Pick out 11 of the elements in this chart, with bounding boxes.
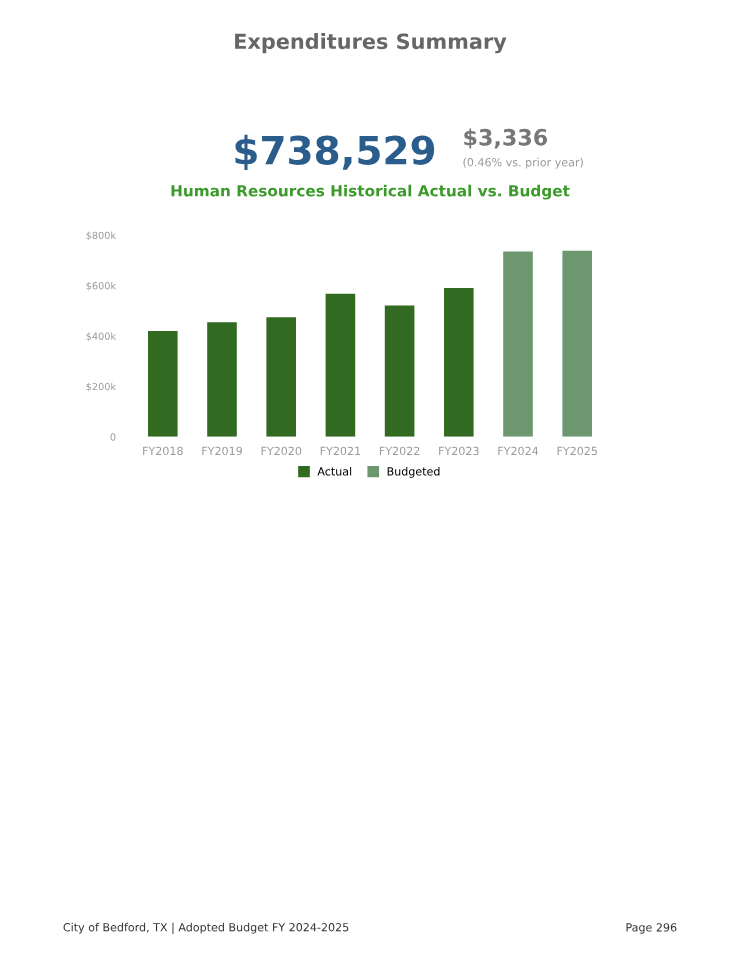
bar: [325, 293, 356, 437]
bar: [148, 330, 178, 437]
text: $738,529: [235, 134, 435, 171]
bar: [444, 288, 474, 437]
bar: [384, 305, 415, 437]
bar: [503, 251, 533, 437]
bar: [562, 250, 592, 437]
text: Expenditures Summary: [235, 33, 507, 54]
bar: [266, 317, 296, 437]
bar: [207, 322, 237, 437]
text: $3,336: [464, 128, 548, 149]
